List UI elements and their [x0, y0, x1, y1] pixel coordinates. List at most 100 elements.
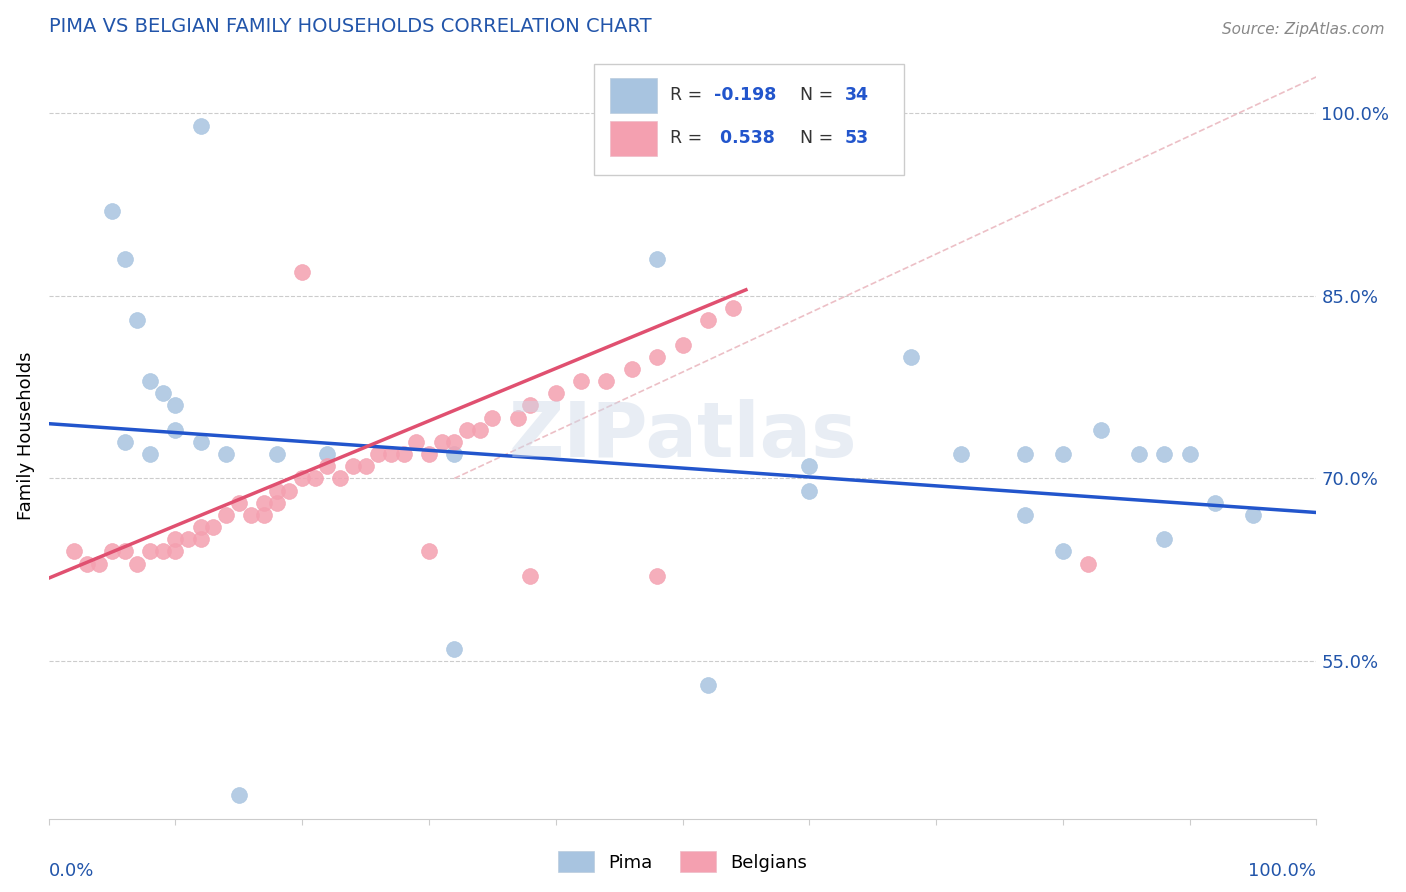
Point: [139, 374, 162, 388]
FancyBboxPatch shape: [610, 120, 657, 156]
Text: N =: N =: [800, 86, 839, 103]
Legend: Pima, Belgians: Pima, Belgians: [551, 844, 814, 880]
Point: [544, 386, 567, 401]
Point: [190, 119, 212, 133]
Point: [569, 374, 592, 388]
Point: [266, 483, 288, 498]
Point: [253, 508, 276, 522]
Point: [228, 496, 250, 510]
Point: [165, 544, 187, 558]
Point: [418, 544, 440, 558]
Point: [165, 399, 187, 413]
Text: R =: R =: [669, 86, 707, 103]
Point: [253, 496, 276, 510]
Point: [1241, 508, 1264, 522]
Point: [443, 447, 465, 461]
FancyBboxPatch shape: [593, 64, 904, 175]
Point: [190, 434, 212, 449]
Text: 0.538: 0.538: [714, 128, 775, 146]
Point: [278, 483, 301, 498]
Point: [215, 447, 238, 461]
Point: [215, 508, 238, 522]
Point: [291, 264, 314, 278]
Point: [443, 641, 465, 656]
Text: ZIPatlas: ZIPatlas: [508, 399, 856, 473]
Point: [418, 447, 440, 461]
Point: [696, 678, 718, 692]
Point: [1014, 447, 1036, 461]
Point: [152, 386, 174, 401]
Point: [89, 557, 111, 571]
Text: 53: 53: [845, 128, 869, 146]
Text: 0.0%: 0.0%: [49, 862, 94, 880]
Point: [645, 252, 668, 267]
Text: -0.198: -0.198: [714, 86, 776, 103]
Point: [190, 520, 212, 534]
Y-axis label: Family Households: Family Households: [17, 351, 35, 520]
Text: N =: N =: [800, 128, 839, 146]
Point: [723, 301, 745, 315]
Point: [405, 434, 427, 449]
Point: [620, 362, 643, 376]
Point: [139, 447, 162, 461]
Point: [127, 313, 149, 327]
Point: [1178, 447, 1201, 461]
Point: [1090, 423, 1112, 437]
Text: 100.0%: 100.0%: [1249, 862, 1316, 880]
Point: [202, 520, 225, 534]
Point: [76, 557, 98, 571]
Point: [900, 350, 922, 364]
Point: [1052, 447, 1074, 461]
Point: [114, 252, 136, 267]
Point: [1204, 496, 1226, 510]
Point: [139, 544, 162, 558]
Point: [671, 337, 693, 351]
Point: [316, 447, 339, 461]
Point: [165, 423, 187, 437]
Point: [456, 423, 478, 437]
Text: 34: 34: [845, 86, 869, 103]
Point: [1128, 447, 1150, 461]
Text: Source: ZipAtlas.com: Source: ZipAtlas.com: [1222, 22, 1385, 37]
Point: [266, 447, 288, 461]
FancyBboxPatch shape: [610, 78, 657, 113]
Point: [519, 569, 541, 583]
Point: [177, 533, 200, 547]
Point: [304, 471, 326, 485]
Point: [595, 374, 617, 388]
Point: [127, 557, 149, 571]
Point: [329, 471, 352, 485]
Point: [950, 447, 973, 461]
Point: [342, 459, 364, 474]
Point: [443, 434, 465, 449]
Point: [316, 459, 339, 474]
Point: [1077, 557, 1099, 571]
Point: [645, 350, 668, 364]
Point: [799, 483, 821, 498]
Point: [392, 447, 415, 461]
Point: [114, 434, 136, 449]
Point: [506, 410, 529, 425]
Point: [152, 544, 174, 558]
Point: [367, 447, 389, 461]
Point: [165, 533, 187, 547]
Point: [1052, 544, 1074, 558]
Point: [266, 496, 288, 510]
Point: [114, 544, 136, 558]
Text: R =: R =: [669, 128, 707, 146]
Point: [1153, 447, 1175, 461]
Point: [430, 434, 453, 449]
Point: [228, 788, 250, 802]
Point: [481, 410, 503, 425]
Point: [63, 544, 86, 558]
Point: [799, 459, 821, 474]
Point: [291, 471, 314, 485]
Point: [1014, 508, 1036, 522]
Point: [645, 569, 668, 583]
Point: [380, 447, 402, 461]
Point: [101, 544, 124, 558]
Point: [696, 313, 718, 327]
Point: [354, 459, 377, 474]
Text: PIMA VS BELGIAN FAMILY HOUSEHOLDS CORRELATION CHART: PIMA VS BELGIAN FAMILY HOUSEHOLDS CORREL…: [49, 17, 651, 36]
Point: [468, 423, 491, 437]
